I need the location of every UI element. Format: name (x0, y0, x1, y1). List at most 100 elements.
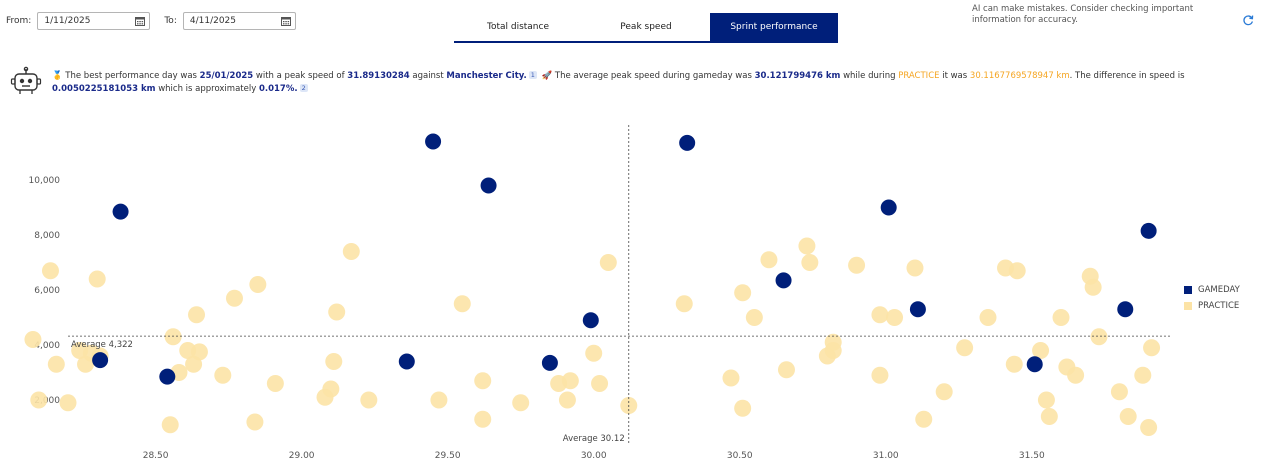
practice-point (906, 259, 924, 277)
practice-point (161, 416, 179, 434)
legend-item-practice[interactable]: PRACTICE (1184, 301, 1240, 311)
gameday-point (582, 312, 599, 329)
opponent-name: Manchester City. (446, 71, 527, 81)
gameday-point (1026, 356, 1043, 373)
tab-bar: Total distance Peak speed Sprint perform… (454, 13, 838, 43)
practice-point (591, 375, 609, 392)
practice-point (1008, 262, 1026, 280)
ai-insight-text: 🥇 The best performance day was 25/01/202… (52, 70, 1232, 96)
practice-point (249, 276, 267, 293)
insight-text-2: with a peak speed of (255, 71, 345, 81)
calendar-icon[interactable] (135, 16, 146, 26)
y-tick-label: 8,000 (34, 231, 60, 241)
insight-text-7: . The difference in speed is (1069, 71, 1185, 81)
practice-point (214, 366, 232, 384)
practice-point (1052, 309, 1070, 326)
legend-label: GAMEDAY (1198, 285, 1240, 295)
gameday-point (541, 354, 558, 371)
tab-peak-speed[interactable]: Peak speed (620, 22, 672, 32)
practice-point (164, 328, 182, 346)
practice-point (734, 399, 752, 417)
x-tick-label: 31.50 (1019, 451, 1045, 461)
practice-point (848, 256, 866, 274)
practice-point (585, 344, 603, 362)
practice-point (935, 383, 953, 401)
practice-point (360, 391, 378, 409)
gameday-point (775, 272, 792, 289)
x-tick-label: 29.50 (435, 451, 461, 461)
practice-point (722, 369, 740, 387)
gameday-point (425, 133, 442, 150)
practice-point (190, 343, 208, 361)
chart-legend: GAMEDAY PRACTICE (1184, 285, 1240, 317)
practice-point (322, 380, 340, 398)
practice-point (886, 309, 904, 326)
gameday-point (480, 177, 497, 194)
citation-badge[interactable]: 2 (299, 84, 308, 92)
legend-swatch (1184, 286, 1192, 294)
practice-point (561, 372, 579, 390)
practice-point (675, 295, 693, 313)
tab-sprint-performance[interactable]: Sprint performance (710, 13, 838, 41)
practice-point (1143, 339, 1161, 357)
to-date-input[interactable]: 4/11/2025 (182, 12, 296, 30)
from-date-input[interactable]: 1/11/2025 (37, 12, 151, 30)
practice-point (777, 361, 795, 379)
gameday-point (679, 134, 696, 151)
legend-swatch (1184, 302, 1192, 310)
gameday-point (112, 203, 129, 220)
legend-item-gameday[interactable]: GAMEDAY (1184, 285, 1240, 295)
rocket-icon: 🚀 (541, 71, 553, 81)
practice-point (246, 413, 264, 431)
to-date-value: 4/11/2025 (189, 16, 237, 26)
ai-assistant-robot-icon (10, 66, 42, 94)
practice-point (328, 303, 346, 321)
refresh-icon[interactable] (1242, 14, 1254, 26)
practice-point (979, 309, 997, 326)
practice-point (1134, 366, 1152, 384)
insight-text-8: which is approximately (158, 84, 257, 94)
date-filters: From: 1/11/2025 To: 4/11/2025 (6, 12, 310, 30)
x-tick-label: 31.00 (873, 451, 899, 461)
tab-total-distance[interactable]: Total distance (486, 22, 549, 32)
medal-icon: 🥇 (52, 71, 63, 81)
practice-point (558, 391, 576, 409)
practice-point (1032, 342, 1050, 359)
x-tick-label: 30.50 (727, 451, 753, 461)
y-tick-label: 4,000 (34, 341, 60, 351)
practice-point (474, 372, 492, 390)
insight-text-4: The average peak speed during gameday wa… (554, 71, 752, 81)
to-label: To: (164, 16, 177, 26)
practice-word: PRACTICE (898, 71, 940, 81)
x-tick-label: 28.50 (143, 451, 169, 461)
insight-text-5: while during (843, 71, 896, 81)
gameday-point (909, 301, 926, 318)
practice-point (760, 251, 778, 269)
gameday-point (880, 199, 897, 216)
percent-diff-value: 0.017%. (258, 84, 298, 94)
y-tick-label: 10,000 (29, 176, 61, 186)
legend-label: PRACTICE (1198, 301, 1240, 311)
practice-point (325, 353, 343, 370)
practice-point (915, 410, 933, 428)
practice-point (956, 339, 974, 357)
insight-text-6: it was (942, 71, 968, 81)
practice-point (88, 270, 106, 288)
gameday-point (159, 368, 176, 385)
gameday-point (1117, 301, 1134, 318)
practice-point (474, 410, 492, 428)
practice-point (453, 295, 471, 313)
insight-text-1: The best performance day was (65, 71, 197, 81)
citation-badge[interactable]: 1 (528, 71, 537, 79)
practice-point (801, 254, 819, 271)
practice-point (824, 342, 842, 359)
practice-point (1140, 419, 1158, 436)
practice-point (1037, 391, 1055, 409)
average-x-label: Average 30.12 (563, 434, 625, 444)
calendar-icon[interactable] (280, 16, 291, 26)
x-tick-label: 29.00 (289, 451, 315, 461)
practice-point (871, 306, 889, 324)
average-y-label: Average 4,322 (71, 340, 133, 350)
practice-point (599, 254, 617, 271)
x-tick-label: 30.00 (581, 451, 607, 461)
